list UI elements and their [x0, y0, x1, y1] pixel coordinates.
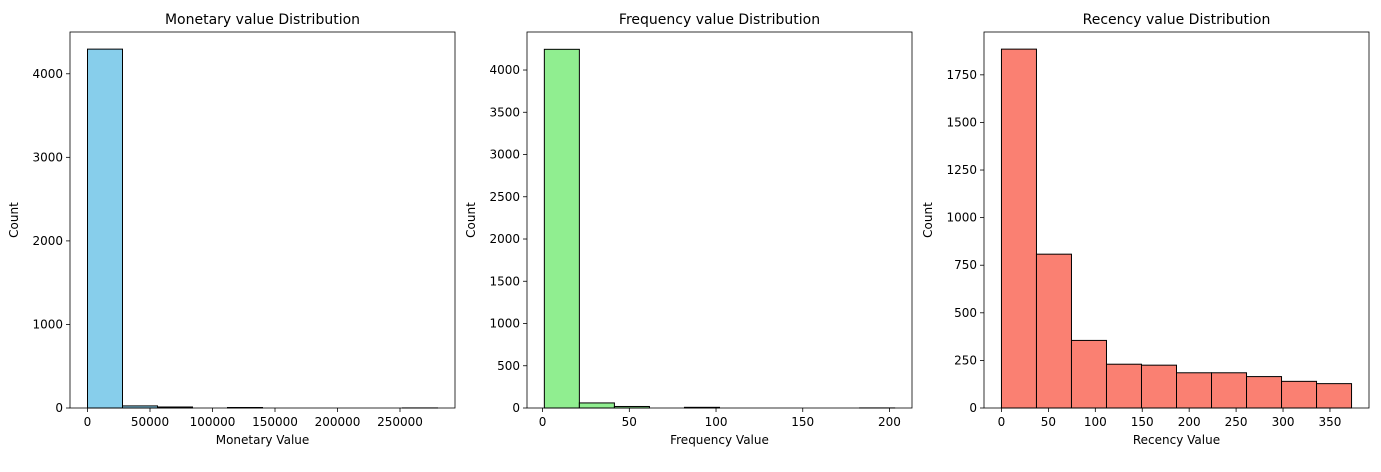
x-axis-label: Recency Value — [1133, 433, 1220, 447]
y-axis-label: Count — [464, 202, 478, 238]
y-tick-label: 1000 — [946, 211, 977, 225]
y-tick-label: 1000 — [489, 317, 520, 331]
x-tick-label: 250 — [1225, 415, 1248, 429]
y-tick-label: 500 — [497, 359, 520, 373]
x-tick-label: 200 — [1178, 415, 1201, 429]
chart-title: Frequency value Distribution — [619, 12, 820, 28]
y-tick-label: 4000 — [489, 63, 520, 77]
axes-frame — [69, 31, 456, 409]
y-tick-label: 750 — [954, 258, 977, 272]
bars — [87, 48, 438, 409]
x-tick-label: 300 — [1272, 415, 1295, 429]
x-tick-label: 0 — [539, 415, 547, 429]
x-tick-label: 350 — [1319, 415, 1342, 429]
y-tick-label: 1000 — [32, 317, 63, 331]
bars — [543, 48, 896, 409]
bars — [1000, 48, 1353, 409]
x-tick-label: 150 — [791, 415, 814, 429]
x-tick-label: 100 — [705, 415, 728, 429]
chart-title: Recency value Distribution — [1083, 12, 1271, 28]
histogram-bar — [1211, 372, 1248, 409]
recency-histogram-panel: 0 50 100 150 200 250 300 350 0 250 500 750 1000 1250 1… — [921, 12, 1370, 447]
y-tick-label: 250 — [954, 353, 977, 367]
y-tick-label: 3500 — [489, 105, 520, 119]
axes-frame — [983, 31, 1370, 409]
y-tick-label: 3000 — [489, 148, 520, 162]
histogram-bar — [1281, 380, 1318, 409]
histogram-bar — [1140, 364, 1177, 409]
y-tick-label: 1750 — [946, 68, 977, 82]
histogram-bar — [1316, 383, 1353, 409]
histogram-bar — [1035, 253, 1072, 409]
y-tick-label: 2500 — [489, 190, 520, 204]
y-tick-label: 0 — [512, 401, 520, 415]
chart-title: Monetary value Distribution — [165, 12, 360, 28]
x-tick-label: 0 — [84, 415, 92, 429]
x-tick-label: 0 — [998, 415, 1006, 429]
histogram-bar — [1105, 363, 1142, 409]
y-tick-label: 0 — [969, 401, 977, 415]
histogram-bar — [1070, 339, 1107, 409]
x-tick-label: 200000 — [315, 415, 361, 429]
axes-frame — [526, 31, 913, 409]
y-axis-label: Count — [921, 202, 935, 238]
x-tick-label: 50 — [1041, 415, 1056, 429]
y-tick-label: 1500 — [946, 115, 977, 129]
x-ticks: 0 50 100 150 200 250 300 350 — [998, 408, 1342, 429]
histogram-bar — [578, 402, 615, 409]
y-tick-label: 500 — [954, 306, 977, 320]
y-tick-label: 1500 — [489, 274, 520, 288]
histogram-bar — [1176, 372, 1213, 409]
x-tick-label: 250000 — [377, 415, 423, 429]
x-tick-label: 50000 — [131, 415, 169, 429]
x-tick-label: 100 — [1084, 415, 1107, 429]
monetary-histogram-panel: 0 50000 100000 150000 200000 250000 0 1000 2000 3… — [7, 12, 456, 447]
histogram-bar — [87, 48, 123, 409]
histogram-bar — [1000, 48, 1037, 409]
y-ticks: 0 1000 2000 3000 4000 — [32, 67, 70, 415]
x-tick-label: 200 — [878, 415, 901, 429]
x-tick-label: 100000 — [190, 415, 236, 429]
y-tick-label: 2000 — [489, 232, 520, 246]
x-tick-label: 150 — [1131, 415, 1154, 429]
x-ticks: 0 50 100 150 200 — [539, 408, 901, 429]
x-axis-label: Monetary Value — [216, 433, 310, 447]
x-axis-label: Frequency Value — [670, 433, 769, 447]
y-tick-label: 1250 — [946, 163, 977, 177]
y-tick-label: 3000 — [32, 150, 63, 164]
y-tick-label: 0 — [55, 401, 63, 415]
x-ticks: 0 50000 100000 150000 200000 250000 — [84, 408, 423, 429]
y-ticks: 0 500 1000 1500 2000 2500 3000 3500 4000 — [489, 63, 527, 415]
x-tick-label: 50 — [622, 415, 637, 429]
histogram-bar — [1246, 376, 1283, 409]
y-tick-label: 4000 — [32, 67, 63, 81]
histogram-bar — [543, 48, 580, 409]
y-tick-label: 2000 — [32, 234, 63, 248]
y-axis-label: Count — [7, 202, 21, 238]
x-tick-label: 150000 — [252, 415, 298, 429]
frequency-histogram-panel: 0 50 100 150 2000500100015002000250030003500… — [464, 12, 913, 447]
y-ticks: 0 250 500 750 1000 1250 1500 1750 — [946, 68, 984, 415]
